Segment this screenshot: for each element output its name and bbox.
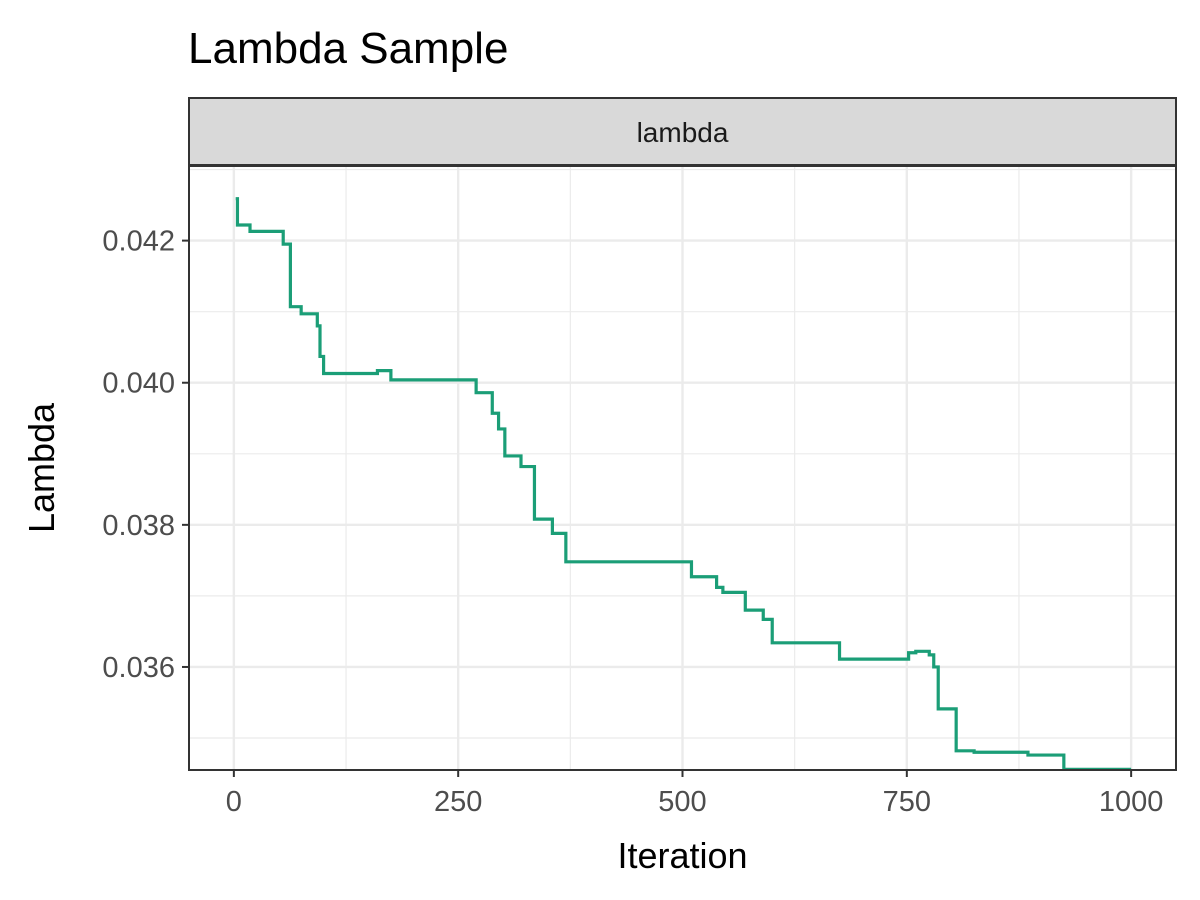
lambda-series-line	[235, 197, 1132, 771]
y-tick-label: 0.036	[102, 652, 175, 684]
y-axis: 0.036 0.038 0.040 0.042	[102, 226, 189, 684]
chart-title: Lambda Sample	[188, 24, 508, 73]
x-axis: 0 250 500 750 1000	[226, 770, 1164, 818]
grid	[189, 166, 1176, 770]
y-tick-label: 0.042	[102, 226, 175, 258]
series-layer	[235, 197, 1132, 771]
x-tick-label: 500	[658, 786, 706, 818]
facet-label: lambda	[637, 117, 729, 148]
y-tick-label: 0.040	[102, 368, 175, 400]
x-tick-label: 250	[434, 786, 482, 818]
facet-strip	[188, 97, 1177, 166]
x-tick-label: 1000	[1099, 786, 1164, 818]
x-tick-label: 0	[226, 786, 242, 818]
y-tick-label: 0.038	[102, 510, 175, 542]
y-axis-title: Lambda	[21, 402, 62, 533]
x-axis-title: Iteration	[617, 835, 747, 876]
x-tick-label: 750	[883, 786, 931, 818]
